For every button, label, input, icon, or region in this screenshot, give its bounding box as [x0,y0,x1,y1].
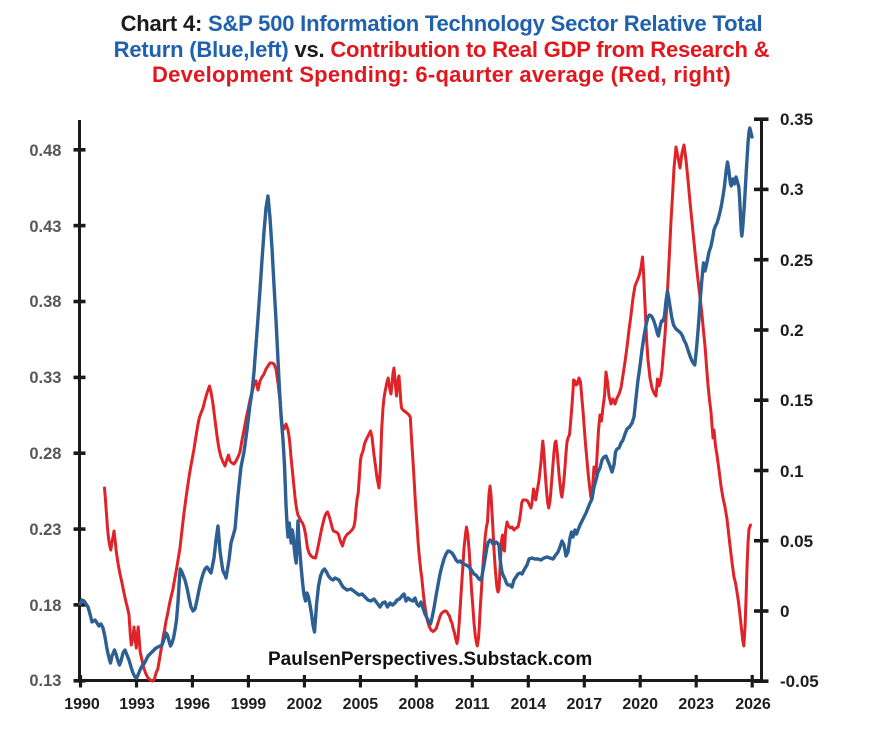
svg-text:2005: 2005 [343,696,379,713]
svg-text:2020: 2020 [622,696,658,713]
svg-text:0.15: 0.15 [780,391,813,410]
svg-text:0.38: 0.38 [29,293,61,311]
svg-text:1999: 1999 [231,696,267,713]
svg-text:0.43: 0.43 [29,218,61,236]
svg-text:2008: 2008 [399,696,435,713]
svg-text:-0.05: -0.05 [780,672,819,691]
svg-text:0.2: 0.2 [780,321,804,340]
svg-text:2026: 2026 [735,696,771,713]
svg-text:0.33: 0.33 [29,369,61,387]
svg-text:0.23: 0.23 [29,521,61,539]
svg-text:0.18: 0.18 [29,597,61,615]
svg-text:2002: 2002 [287,696,323,713]
svg-text:1996: 1996 [175,696,211,713]
svg-text:0.05: 0.05 [780,532,813,551]
svg-text:0.35: 0.35 [780,110,813,129]
svg-text:0.13: 0.13 [29,672,61,690]
svg-text:2017: 2017 [567,696,603,713]
svg-text:1993: 1993 [119,696,155,713]
svg-text:0.25: 0.25 [780,251,813,270]
svg-text:2011: 2011 [455,696,490,713]
svg-text:1990: 1990 [64,696,100,713]
svg-text:2023: 2023 [678,696,714,713]
svg-text:0.1: 0.1 [780,462,804,481]
svg-text:0.3: 0.3 [780,180,804,199]
svg-text:2014: 2014 [511,696,547,713]
svg-text:0.48: 0.48 [29,142,61,160]
svg-text:0: 0 [780,602,789,621]
svg-text:0.28: 0.28 [29,445,61,463]
